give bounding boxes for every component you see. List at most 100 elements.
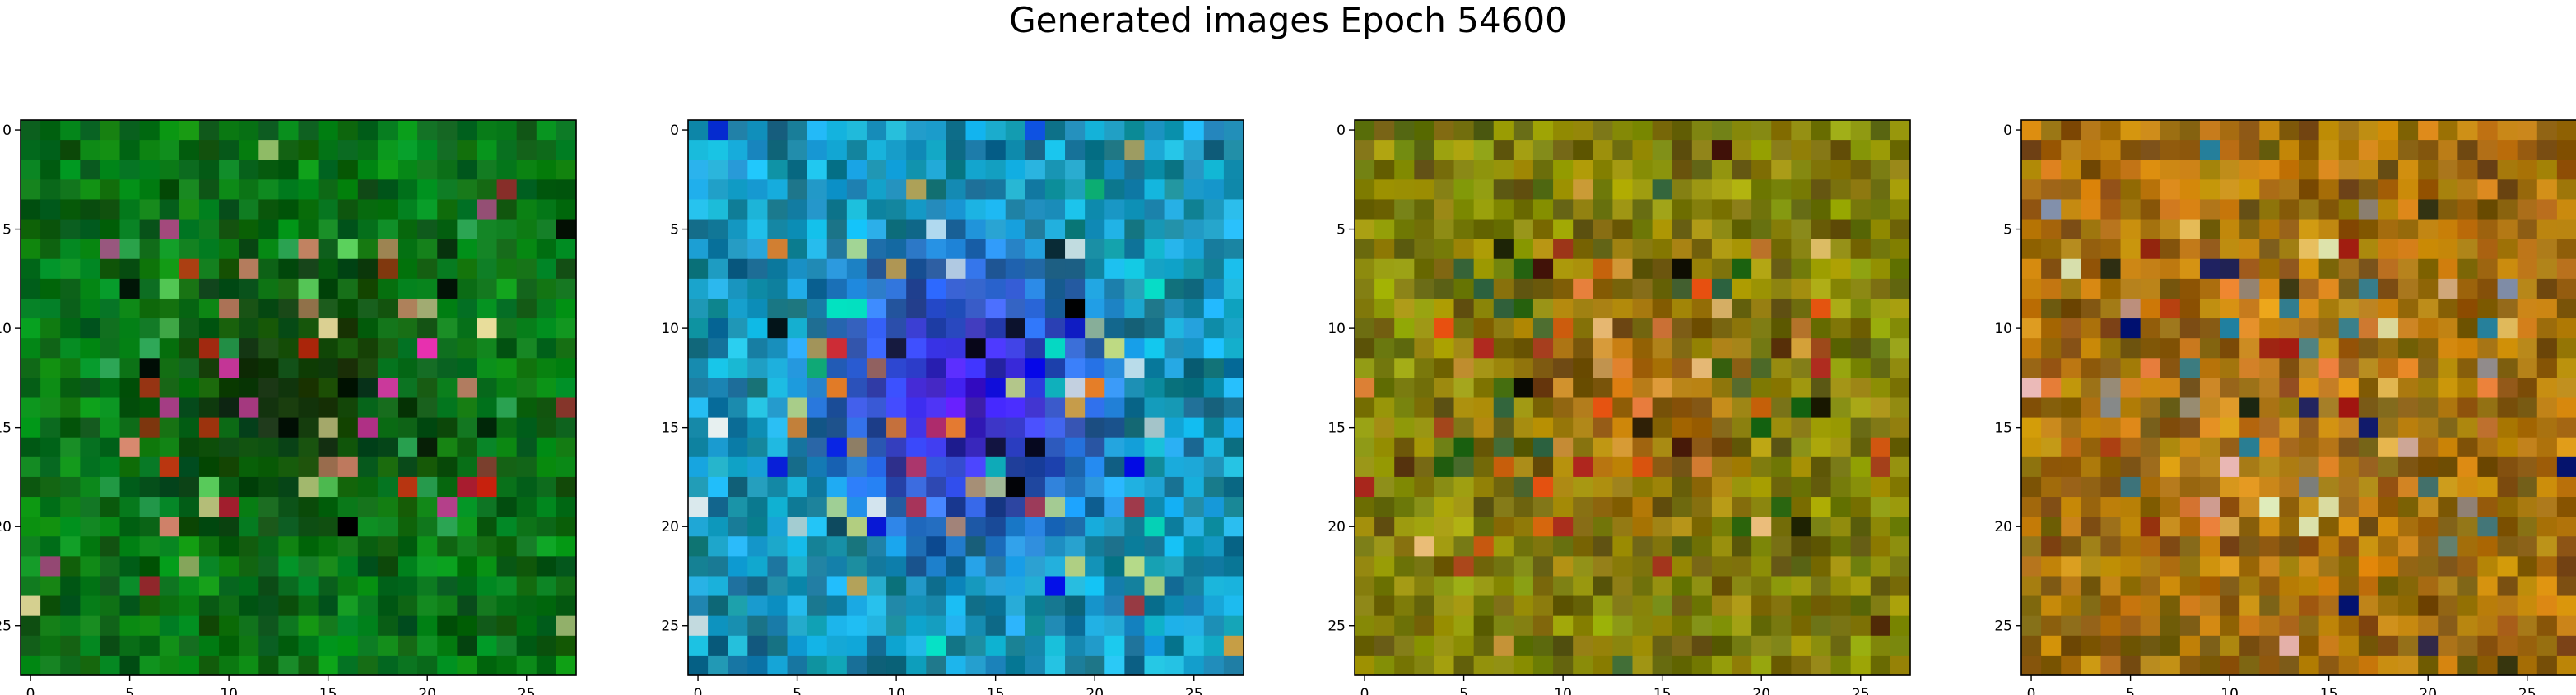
heatmap-cell [1374, 615, 1395, 637]
heatmap-cell [2398, 497, 2419, 517]
heatmap-cell [2378, 615, 2399, 637]
heatmap-cell [1593, 615, 1613, 637]
heatmap-cell [318, 239, 339, 260]
heatmap-cell [2061, 536, 2081, 557]
heatmap-cell [1085, 160, 1105, 180]
heatmap-cell [278, 160, 300, 180]
heatmap-cell [1890, 219, 1911, 240]
heatmap-cell [1044, 219, 1066, 240]
heatmap-cell [1573, 635, 1593, 656]
heatmap-cell [1553, 437, 1574, 458]
heatmap-cell [1632, 338, 1653, 359]
heatmap-cell [258, 298, 279, 319]
heatmap-cell [926, 298, 946, 319]
heatmap-cell [1355, 239, 1375, 260]
heatmap-cell [496, 258, 518, 280]
heatmap-cell [1203, 517, 1225, 537]
heatmap-cell [1493, 338, 1514, 359]
heatmap-cell [1183, 120, 1205, 141]
heatmap-cell [2041, 358, 2062, 378]
heatmap-cell [2160, 278, 2181, 299]
heatmap-cell [219, 476, 239, 498]
heatmap-cell [2556, 655, 2576, 676]
heatmap-cell [516, 576, 537, 597]
heatmap-cell [2081, 160, 2102, 180]
heatmap-cell [1632, 258, 1653, 280]
heatmap-cell [1374, 239, 1395, 260]
heatmap-cell [516, 120, 537, 141]
heatmap-cell [1751, 378, 1772, 399]
heatmap-cell [1025, 517, 1046, 537]
heatmap-cell [846, 378, 867, 399]
heatmap-cell [278, 635, 300, 656]
heatmap-cell [2418, 497, 2439, 517]
heatmap-cell [1830, 258, 1852, 280]
heatmap-cell [1532, 258, 1554, 280]
heatmap-cell [1830, 635, 1852, 656]
heatmap-cell [866, 219, 887, 240]
heatmap-cell [496, 358, 518, 378]
heatmap-cell [688, 219, 709, 240]
heatmap-cell [728, 239, 748, 260]
heatmap-cell [926, 556, 946, 577]
heatmap-cell [807, 536, 828, 557]
heatmap-cell [1771, 378, 1792, 399]
heatmap-cell [437, 179, 458, 201]
heatmap-cell [846, 556, 867, 577]
heatmap-cell [2497, 358, 2518, 378]
heatmap-cell [21, 378, 41, 399]
heatmap-cell [1124, 655, 1146, 676]
heatmap-cell [2318, 456, 2340, 478]
heatmap-cell [787, 239, 808, 260]
heatmap-cell [1473, 655, 1495, 676]
heatmap-cell [477, 338, 498, 359]
heatmap-cell [1870, 595, 1891, 617]
heatmap-cell [1751, 497, 1772, 517]
heatmap-cell [556, 397, 577, 419]
heatmap-cell [21, 556, 41, 577]
heatmap-cell [1473, 378, 1495, 399]
heatmap-cell [2299, 219, 2320, 240]
heatmap-cell [1183, 556, 1205, 577]
heatmap-cell [2199, 437, 2220, 458]
heatmap-cell [688, 456, 709, 478]
heatmap-cell [946, 517, 967, 537]
heatmap-cell [1811, 318, 1832, 339]
heatmap-cell [2199, 536, 2220, 557]
heatmap-cell [946, 160, 967, 180]
x-tick-label: 25 [518, 686, 536, 695]
heatmap-cell [139, 635, 160, 656]
heatmap-cell [1025, 258, 1046, 280]
heatmap-cell [258, 517, 279, 537]
heatmap-cell [1751, 160, 1772, 180]
heatmap-cell [80, 199, 101, 220]
heatmap-cell [21, 239, 41, 260]
heatmap-cell [2398, 318, 2419, 339]
heatmap-cell [258, 556, 279, 577]
heatmap-cell [728, 140, 748, 160]
heatmap-cell [1593, 635, 1613, 656]
heatmap-cell [826, 120, 848, 141]
heatmap-cell [1532, 338, 1554, 359]
heatmap-cell [2100, 417, 2122, 438]
heatmap-cell [708, 318, 728, 339]
heatmap-cell [1771, 437, 1792, 458]
heatmap-cell [1870, 298, 1891, 319]
heatmap-cell [807, 199, 828, 220]
heatmap-cell [2259, 120, 2280, 141]
heatmap-cell [179, 338, 200, 359]
heatmap-cell [556, 199, 577, 220]
heatmap-cell [1183, 140, 1205, 160]
heatmap-cell [2457, 179, 2479, 201]
heatmap-cell [1355, 338, 1375, 359]
heatmap-cell [2239, 497, 2260, 517]
heatmap-cell [2061, 358, 2081, 378]
heatmap-cell [1532, 595, 1554, 617]
heatmap-cell [2517, 140, 2538, 160]
heatmap-cell [2299, 239, 2320, 260]
heatmap-cell [1025, 358, 1046, 378]
heatmap-cell [2041, 397, 2062, 419]
heatmap-cell [2457, 219, 2479, 240]
heatmap-cell [457, 258, 478, 280]
heatmap-cell [2358, 298, 2379, 319]
